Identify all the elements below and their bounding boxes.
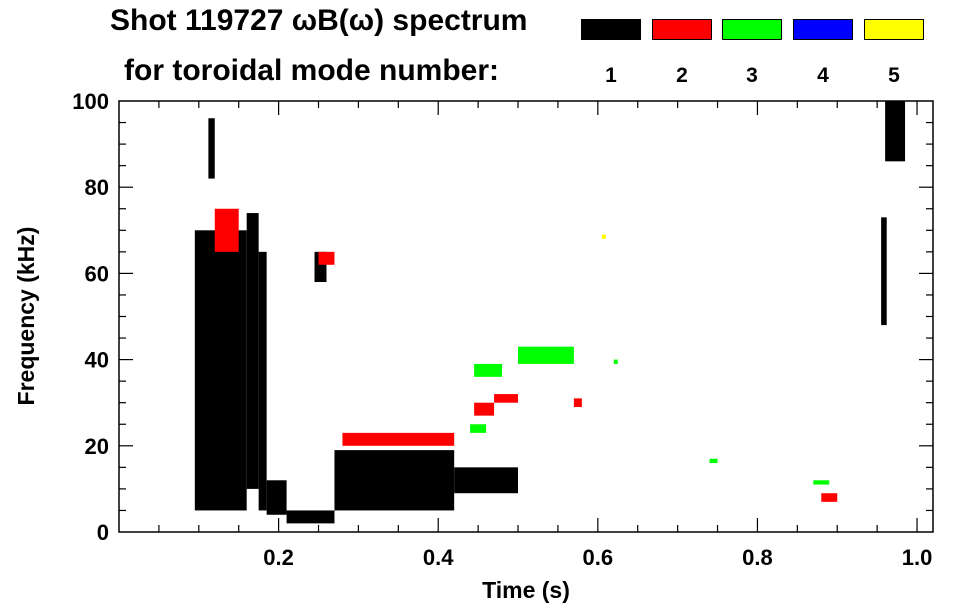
spectrum-region-n3-3 (613, 359, 618, 364)
legend-label-mode-5: 5 (888, 64, 900, 87)
x-tick-label: 0.4 (423, 545, 454, 570)
spectrum-region-n3-5 (813, 480, 830, 485)
chart-subtitle: for toroidal mode number: (124, 54, 499, 87)
spectrum-region-n1-0 (194, 230, 247, 511)
y-tick-labels: 0 20 40 60 80 100 (72, 89, 109, 545)
chart-title: Shot 119727 ωB(ω) spectrum (110, 4, 528, 37)
legend-label-mode-1: 1 (605, 64, 617, 87)
spectrum-region-n3-4 (709, 458, 718, 464)
spectrum-region-n1-5 (286, 510, 335, 524)
x-tick-label: 0.8 (742, 545, 773, 570)
y-tick-label: 0 (97, 520, 109, 545)
legend-swatch-mode-1 (581, 19, 641, 40)
spectrum-region-n2-3 (494, 394, 519, 403)
legend-label-mode-2: 2 (676, 64, 688, 87)
spectrum-region-n1-2 (246, 213, 259, 489)
y-tick-label: 40 (85, 348, 109, 373)
y-tick-label: 20 (85, 434, 109, 459)
spectrum-region-n3-0 (474, 363, 503, 377)
x-axis-label: Time (s) (482, 577, 570, 603)
y-axis-label: Frequency (kHz) (13, 227, 39, 406)
axis-ticks (119, 101, 933, 532)
spectrum-region-n1-7 (454, 467, 519, 494)
legend-label-mode-4: 4 (817, 64, 829, 87)
legend-swatch-mode-5 (864, 19, 924, 40)
spectrum-region-n2-1 (342, 432, 455, 446)
legend-swatch-mode-4 (793, 19, 853, 40)
spectrum-region-n2-6 (821, 493, 838, 502)
spectrum-region-n1-9 (881, 217, 887, 326)
spectrum-region-n1-4 (266, 480, 287, 515)
legend-swatch-mode-3 (722, 19, 782, 40)
y-tick-label: 100 (72, 89, 109, 114)
spectrum-region-n2-4 (573, 398, 582, 408)
spectrum-region-n1-8 (314, 251, 327, 283)
spectrum-region-n1-6 (334, 450, 455, 511)
x-tick-label: 1.0 (902, 545, 933, 570)
spectrum-region-n1-10 (885, 101, 906, 162)
legend-swatch-mode-2 (652, 19, 712, 40)
y-tick-label: 60 (85, 261, 109, 286)
legend-label-mode-3: 3 (746, 64, 758, 87)
spectrum-region-n1-3 (258, 251, 267, 511)
x-tick-label: 0.2 (263, 545, 294, 570)
spectrum-region-n2-2 (474, 402, 495, 416)
spectrum-region-n2-5 (318, 251, 335, 265)
spectrum-region-n3-1 (518, 346, 574, 364)
spectrum-region-n5-0 (601, 234, 606, 239)
x-tick-label: 0.6 (583, 545, 614, 570)
spectrum-region-n3-2 (470, 424, 487, 433)
spectrogram-marks (194, 101, 906, 524)
spectrum-region-n2-0 (214, 208, 239, 252)
x-tick-labels: 0.2 0.4 0.6 0.8 1.0 (263, 545, 932, 570)
spectrum-region-n1-1 (208, 118, 215, 179)
y-tick-label: 80 (85, 175, 109, 200)
